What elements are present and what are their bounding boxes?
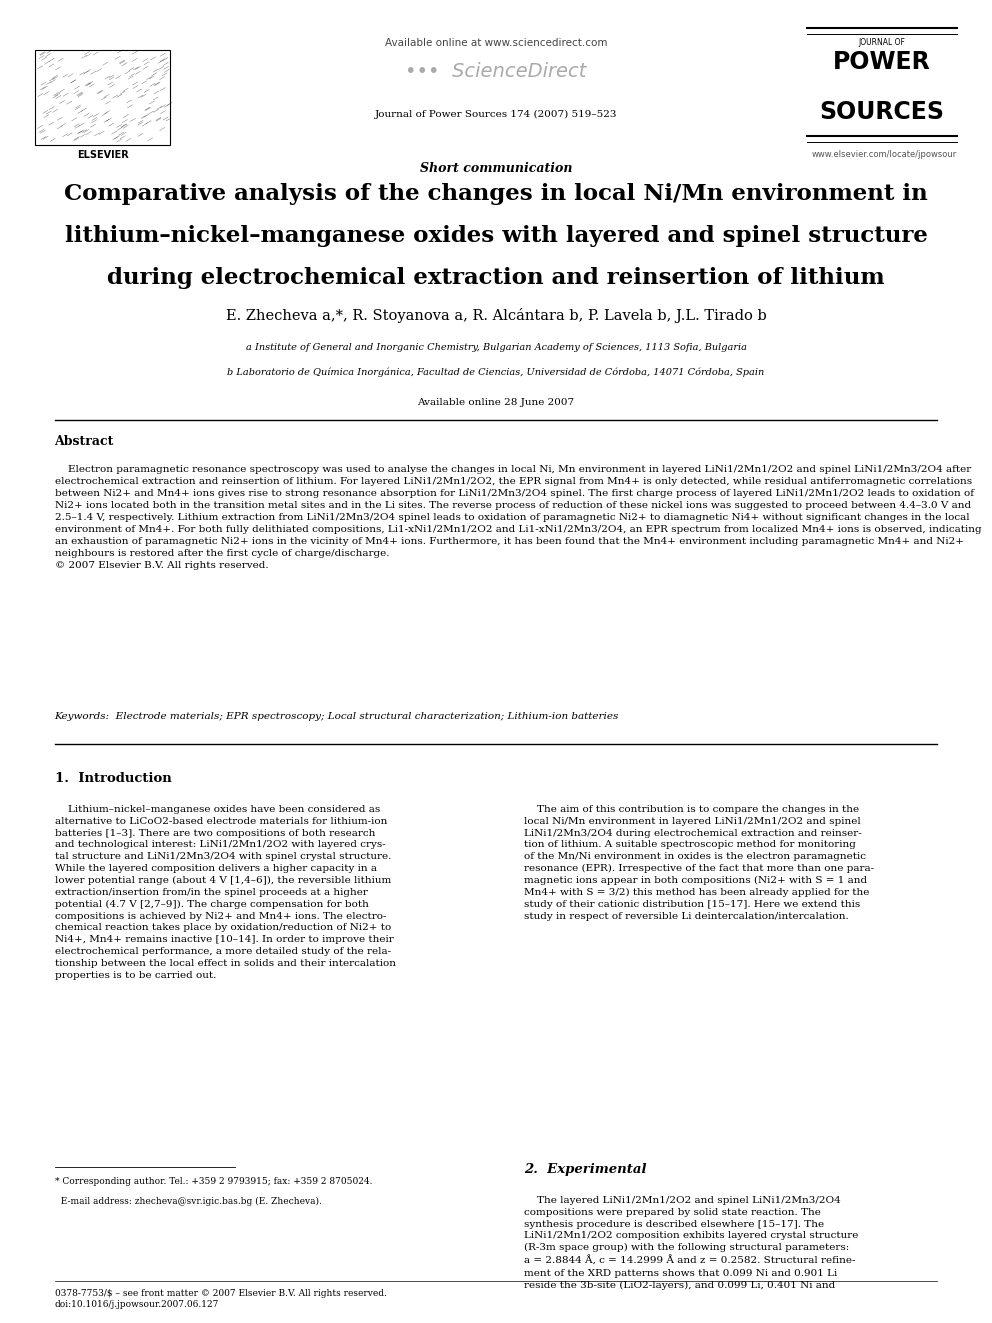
Text: during electrochemical extraction and reinsertion of lithium: during electrochemical extraction and re… [107,267,885,288]
Text: ELSEVIER: ELSEVIER [76,149,128,160]
Text: Comparative analysis of the changes in local Ni/Mn environment in: Comparative analysis of the changes in l… [64,183,928,205]
Text: POWER: POWER [833,50,930,74]
Text: lithium–nickel–manganese oxides with layered and spinel structure: lithium–nickel–manganese oxides with lay… [64,225,928,247]
Text: Journal of Power Sources 174 (2007) 519–523: Journal of Power Sources 174 (2007) 519–… [375,110,617,119]
Text: SOURCES: SOURCES [819,101,944,124]
Text: www.elsevier.com/locate/jpowsour: www.elsevier.com/locate/jpowsour [811,149,957,159]
Text: Electron paramagnetic resonance spectroscopy was used to analyse the changes in : Electron paramagnetic resonance spectros… [55,464,981,569]
Text: The layered LiNi1/2Mn1/2O2 and spinel LiNi1/2Mn3/2O4
compositions were prepared : The layered LiNi1/2Mn1/2O2 and spinel Li… [524,1196,858,1290]
Text: b Laboratorio de Química Inorgánica, Facultad de Ciencias, Universidad de Córdob: b Laboratorio de Química Inorgánica, Fac… [227,368,765,377]
Text: JOURNAL OF: JOURNAL OF [858,38,906,48]
Text: •••  ScienceDirect: ••• ScienceDirect [406,62,586,81]
Text: Available online 28 June 2007: Available online 28 June 2007 [418,398,574,407]
Text: 0378-7753/$ – see front matter © 2007 Elsevier B.V. All rights reserved.
doi:10.: 0378-7753/$ – see front matter © 2007 El… [55,1289,387,1308]
Text: a Institute of General and Inorganic Chemistry, Bulgarian Academy of Sciences, 1: a Institute of General and Inorganic Che… [245,343,747,352]
Text: Keywords:  Electrode materials; EPR spectroscopy; Local structural characterizat: Keywords: Electrode materials; EPR spect… [55,712,619,721]
Text: Short communication: Short communication [420,161,572,175]
Text: Lithium–nickel–manganese oxides have been considered as
alternative to LiCoO2-ba: Lithium–nickel–manganese oxides have bee… [55,804,396,979]
Bar [35,50,170,146]
Text: * Corresponding author. Tel.: +359 2 9793915; fax: +359 2 8705024.: * Corresponding author. Tel.: +359 2 979… [55,1177,372,1185]
Text: Abstract: Abstract [55,435,114,448]
Text: 1.  Introduction: 1. Introduction [55,773,172,785]
Text: Available online at www.sciencedirect.com: Available online at www.sciencedirect.co… [385,38,607,48]
Text: E-mail address: zhecheva@svr.igic.bas.bg (E. Zhecheva).: E-mail address: zhecheva@svr.igic.bas.bg… [55,1197,321,1207]
Text: 2.  Experimental: 2. Experimental [524,1163,647,1176]
Text: E. Zhecheva a,*, R. Stoyanova a, R. Alcántara b, P. Lavela b, J.L. Tirado b: E. Zhecheva a,*, R. Stoyanova a, R. Alcá… [225,308,767,323]
Text: The aim of this contribution is to compare the changes in the
local Ni/Mn enviro: The aim of this contribution is to compa… [524,804,874,921]
